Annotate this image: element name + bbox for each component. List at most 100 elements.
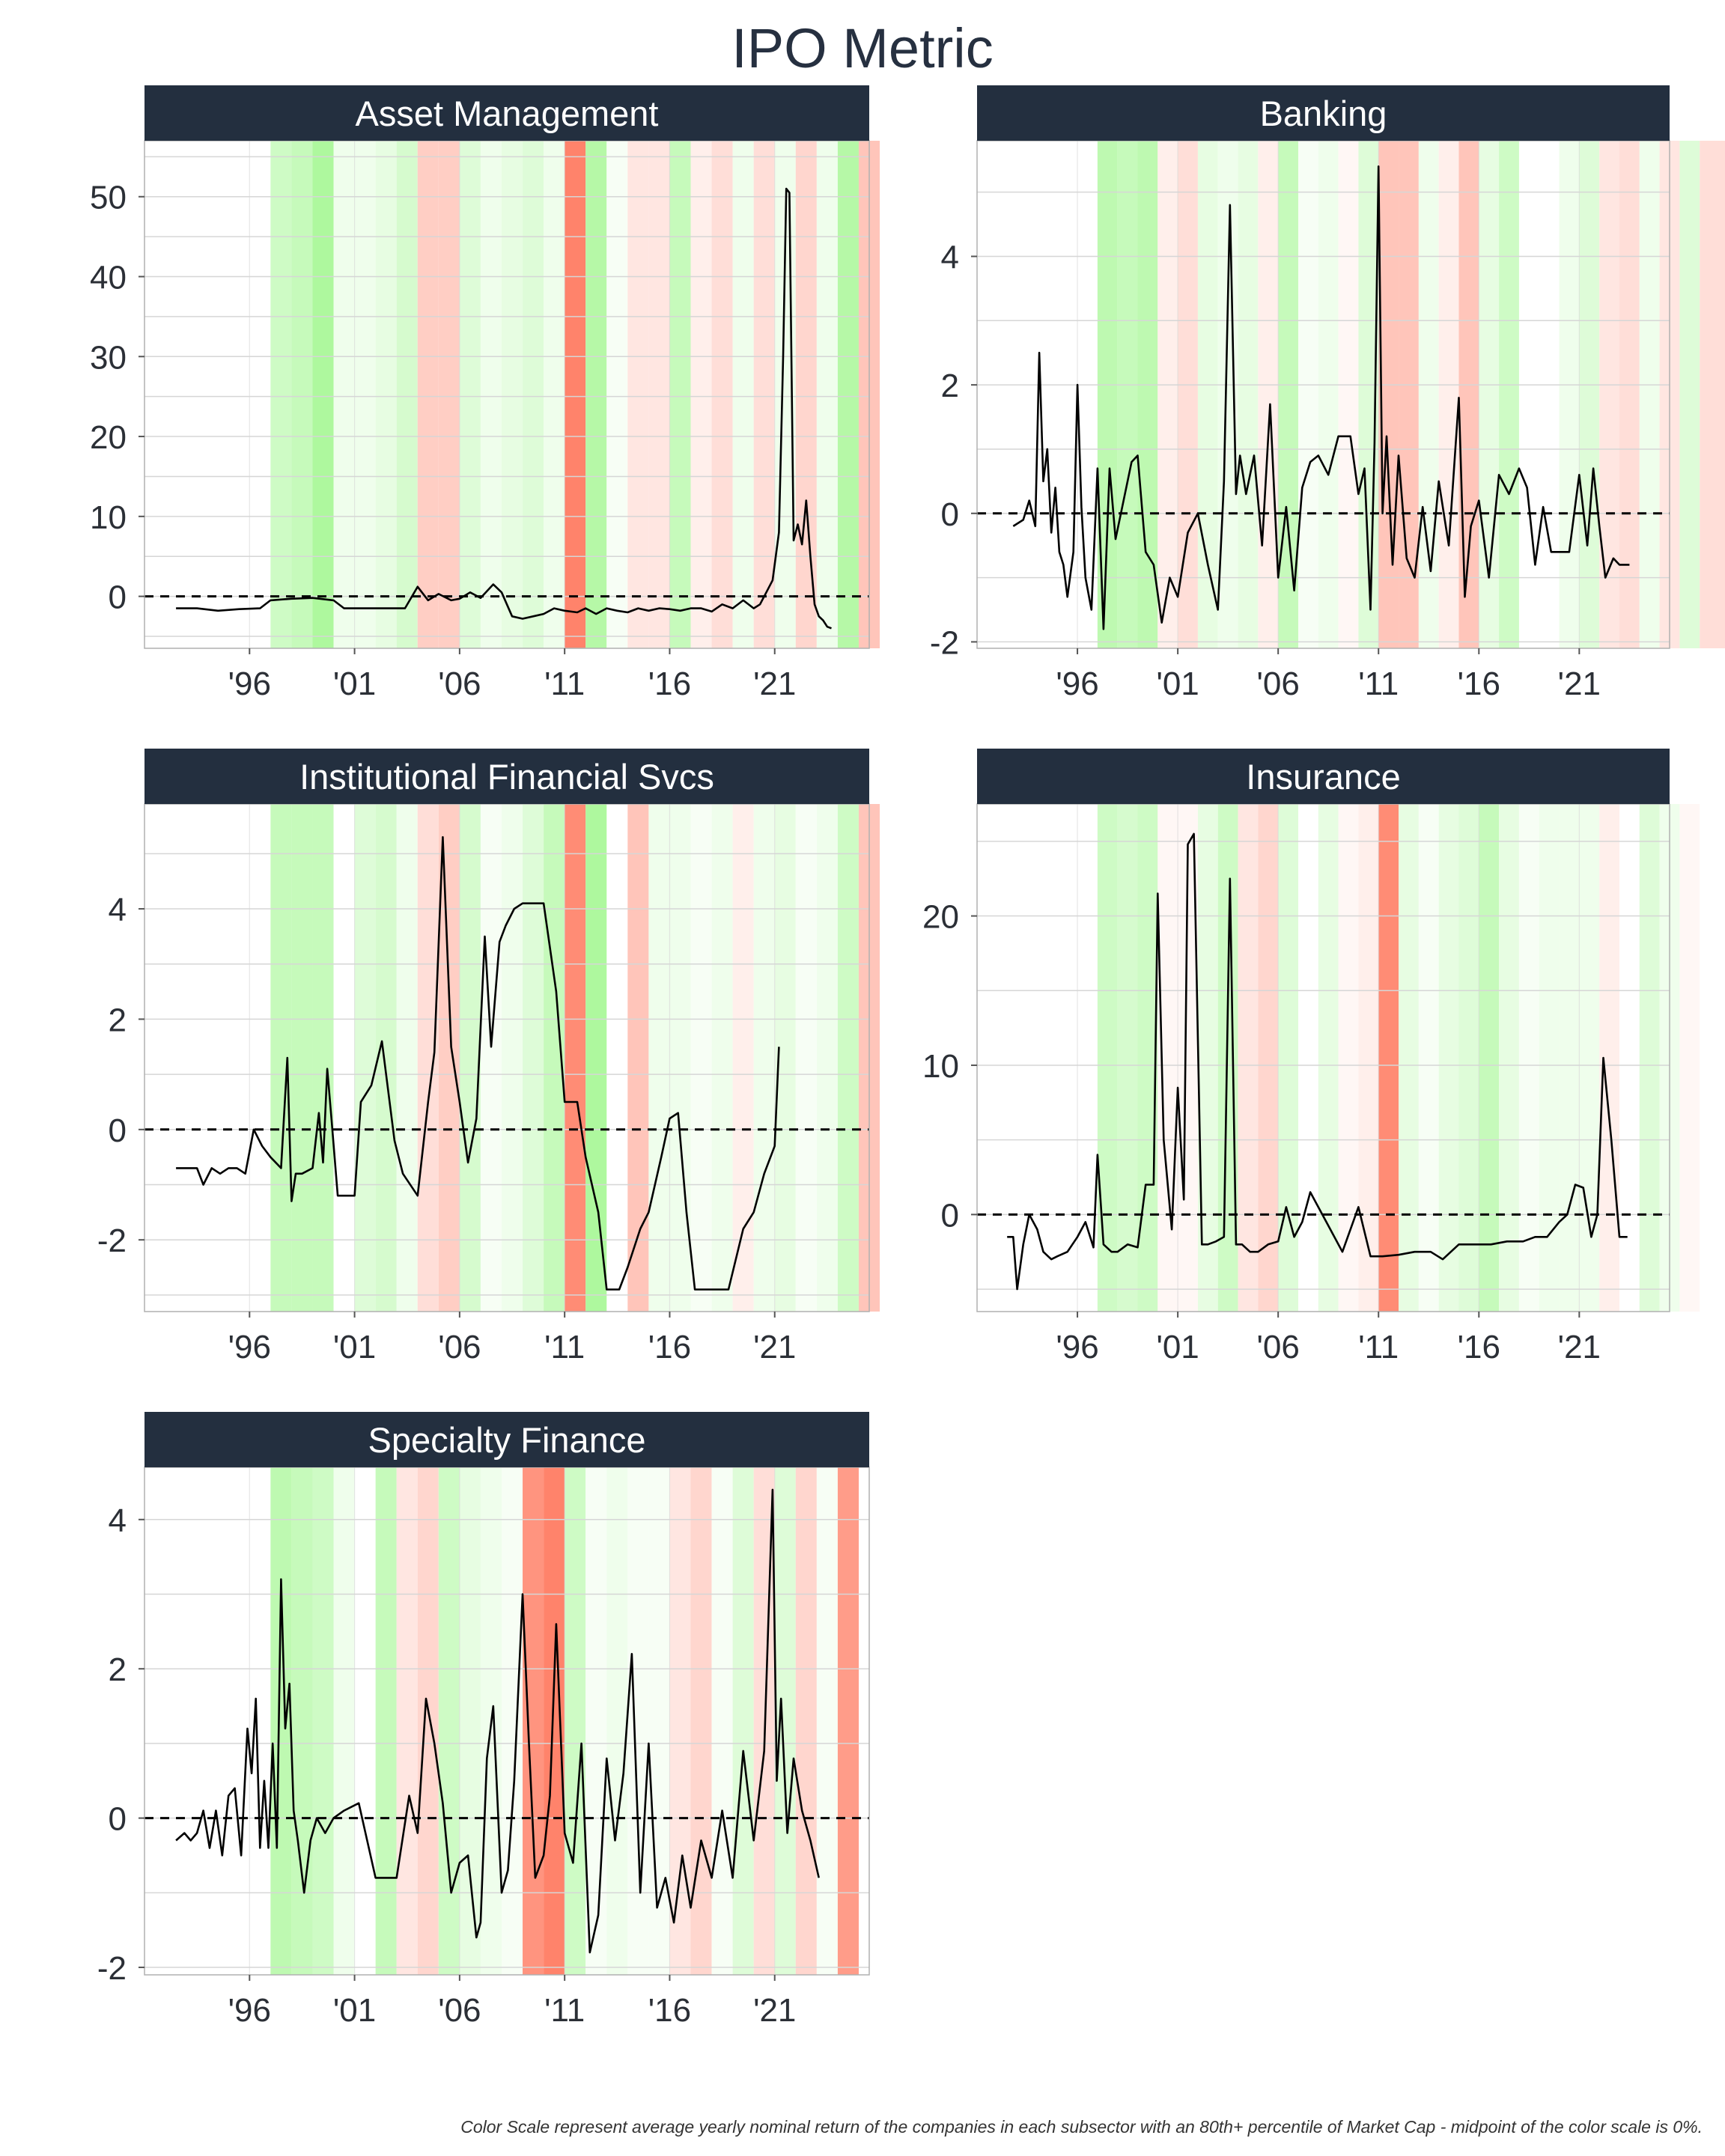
heat-band xyxy=(523,1467,544,1975)
x-tick-label: '16 xyxy=(648,1329,691,1365)
heat-band xyxy=(396,141,418,648)
y-tick-label: 2 xyxy=(941,368,959,404)
x-tick-label: '06 xyxy=(438,1329,481,1365)
heat-band xyxy=(1157,804,1178,1312)
heat-band xyxy=(690,804,712,1312)
y-tick-label: 0 xyxy=(109,1801,127,1838)
heat-band xyxy=(648,1467,670,1975)
heat-band xyxy=(648,804,670,1312)
heat-band xyxy=(312,1467,334,1975)
y-tick-label: -2 xyxy=(97,1950,127,1987)
heat-band xyxy=(1458,141,1479,648)
y-tick-label: 4 xyxy=(109,1502,127,1539)
y-tick-label: 4 xyxy=(109,892,127,928)
heat-band xyxy=(1378,804,1399,1312)
x-tick-label: '96 xyxy=(228,666,271,702)
heat-band xyxy=(1197,141,1218,648)
panel-1: Banking -2 0 2 4 '96 '01 '06 '11 '16 '21 xyxy=(930,85,1725,702)
heat-band xyxy=(523,804,544,1312)
heat-band xyxy=(1438,141,1459,648)
heat-band xyxy=(375,804,397,1312)
heat-band xyxy=(333,1467,355,1975)
heat-band xyxy=(1278,141,1298,648)
series-line xyxy=(176,187,832,630)
heat-band xyxy=(669,1467,691,1975)
y-tick-label: 0 xyxy=(109,1112,127,1149)
y-tick-label: 40 xyxy=(90,260,127,296)
x-tick-label: '01 xyxy=(1156,666,1199,702)
y-tick-label: 0 xyxy=(941,1197,959,1234)
x-tick-label: '16 xyxy=(1458,1329,1500,1365)
panel-strip xyxy=(144,85,869,141)
heat-band xyxy=(837,1467,859,1975)
heat-band xyxy=(1720,141,1725,648)
x-tick-label: '11 xyxy=(1358,1329,1399,1365)
series-line xyxy=(176,835,780,1291)
x-tick-label: '96 xyxy=(228,1992,271,2029)
heat-band xyxy=(1599,804,1619,1312)
heat-band xyxy=(774,1467,796,1975)
heat-band xyxy=(1579,804,1600,1312)
heat-band xyxy=(438,804,460,1312)
heat-band xyxy=(627,141,649,648)
heat-band xyxy=(1238,141,1259,648)
x-tick-label: '21 xyxy=(1558,1329,1601,1365)
heat-band xyxy=(1097,804,1118,1312)
x-tick-label: '21 xyxy=(753,1992,796,2029)
heat-band xyxy=(1579,141,1600,648)
heat-band xyxy=(1117,804,1138,1312)
panel-strip xyxy=(144,1412,869,1467)
heat-band xyxy=(1258,804,1279,1312)
panel-0: Asset Management 0 10 20 30 40 50 '96 '01 '06 '11 '… xyxy=(90,85,880,702)
panel-title: Asset Management xyxy=(356,94,659,133)
x-tick-label: '06 xyxy=(438,666,481,702)
footnote: Color Scale represent average yearly nom… xyxy=(460,2117,1703,2137)
heat-band xyxy=(544,141,565,648)
heat-band xyxy=(1639,804,1660,1312)
heat-band xyxy=(1117,141,1138,648)
heat-band xyxy=(711,141,733,648)
heat-band xyxy=(1318,141,1339,648)
heat-band xyxy=(1518,804,1539,1312)
heat-band xyxy=(795,141,817,648)
panel-title: Insurance xyxy=(1246,757,1400,797)
y-tick-label: 10 xyxy=(90,499,127,536)
y-tick-label: 0 xyxy=(941,496,959,533)
heat-band xyxy=(837,141,859,648)
heat-band xyxy=(1358,804,1379,1312)
y-tick-label: -2 xyxy=(930,624,959,661)
y-tick-label: 2 xyxy=(109,1002,127,1038)
heat-band xyxy=(501,141,523,648)
x-tick-label: '96 xyxy=(228,1329,271,1365)
series-line xyxy=(1012,165,1630,630)
x-tick-label: '11 xyxy=(544,666,585,702)
x-tick-label: '21 xyxy=(753,1329,796,1365)
panel-4: Specialty Finance -2 0 2 4 '96 '01 '06 '11 '16 '21 xyxy=(97,1412,870,2029)
heat-band xyxy=(480,804,502,1312)
heat-bands xyxy=(270,804,880,1312)
x-tick-label: '11 xyxy=(544,1329,585,1365)
heat-band xyxy=(1479,141,1500,648)
heat-band xyxy=(648,141,670,648)
heat-band xyxy=(270,804,292,1312)
heat-band xyxy=(816,141,838,648)
x-tick-label: '21 xyxy=(1558,666,1601,702)
heat-band xyxy=(1217,804,1238,1312)
heat-band xyxy=(1418,141,1439,648)
heat-band xyxy=(1217,141,1238,648)
heat-band xyxy=(753,804,775,1312)
heat-band xyxy=(1238,804,1259,1312)
heat-band xyxy=(732,141,754,648)
heat-band xyxy=(459,804,481,1312)
x-tick-label: '01 xyxy=(333,666,376,702)
y-tick-label: 2 xyxy=(109,1651,127,1688)
heat-band xyxy=(375,141,397,648)
x-tick-label: '01 xyxy=(1156,1329,1199,1365)
y-tick-label: -2 xyxy=(97,1222,127,1259)
heat-band xyxy=(1338,804,1359,1312)
heat-bands xyxy=(270,1467,859,1975)
heat-band xyxy=(585,141,607,648)
x-tick-label: '96 xyxy=(1056,666,1098,702)
heat-band xyxy=(1178,141,1198,648)
